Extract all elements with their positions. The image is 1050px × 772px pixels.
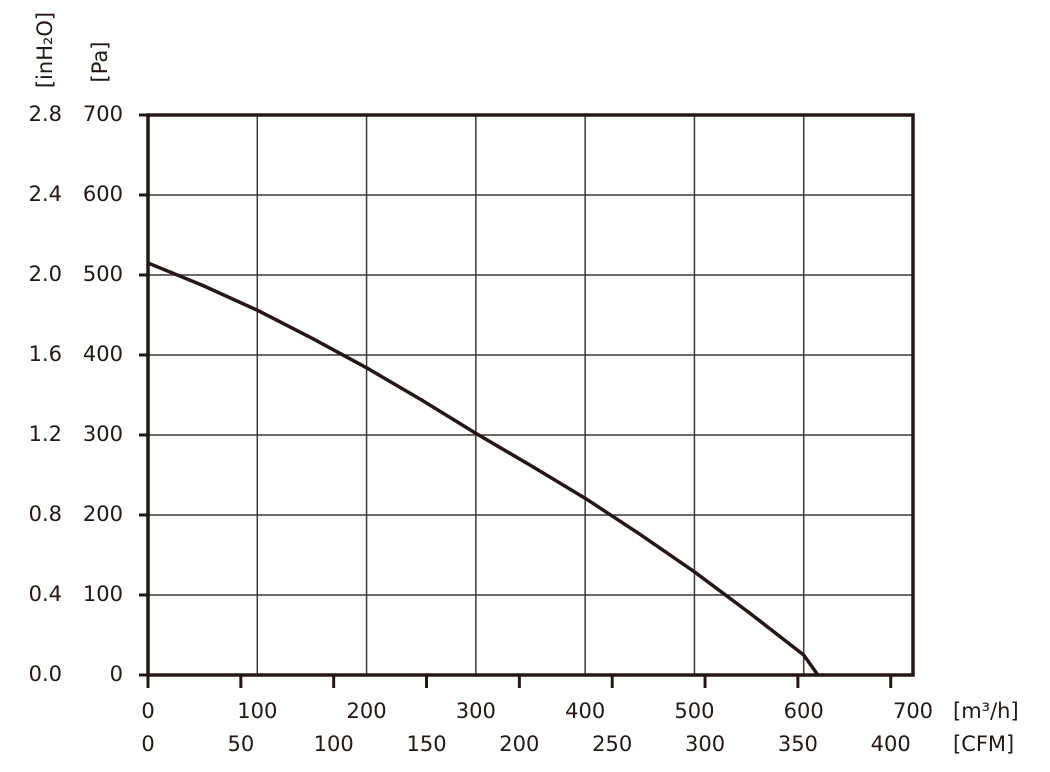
x-tick-label: 200 <box>347 699 387 723</box>
y-tick-label: 200 <box>83 502 123 526</box>
y2-tick-label: 2.0 <box>29 262 62 286</box>
y-tick-label: 0 <box>110 662 123 686</box>
y-axis-label: [Pa] <box>88 42 112 83</box>
x2-axis-label: [CFM] <box>953 732 1014 756</box>
y-tick-label: 100 <box>83 582 123 606</box>
x-tick-label: 300 <box>456 699 496 723</box>
x-tick-label: 700 <box>893 699 933 723</box>
x2-tick-label: 200 <box>499 732 539 756</box>
x2-tick-label: 50 <box>227 732 254 756</box>
y-tick-label: 300 <box>83 422 123 446</box>
x-tick-label: 100 <box>237 699 277 723</box>
y-tick-label: 700 <box>83 102 123 126</box>
x2-tick-label: 250 <box>592 732 632 756</box>
x2-tick-label: 300 <box>685 732 725 756</box>
plot-frame <box>146 113 915 677</box>
y-tick-label: 500 <box>83 262 123 286</box>
y-tick-label: 400 <box>83 342 123 366</box>
y2-tick-label: 1.2 <box>29 422 62 446</box>
x-tick-label: 600 <box>784 699 824 723</box>
x-axis-label: [m³/h] <box>953 699 1019 723</box>
x2-tick-label: 100 <box>314 732 354 756</box>
y2-tick-label: 0.8 <box>29 502 62 526</box>
x-tick-label: 500 <box>674 699 714 723</box>
y2-tick-label: 2.4 <box>29 182 62 206</box>
y2-tick-label: 2.8 <box>29 102 62 126</box>
x2-tick-label: 400 <box>871 732 911 756</box>
x2-tick-label: 0 <box>141 732 154 756</box>
x2-tick-label: 150 <box>406 732 446 756</box>
y2-tick-label: 0.4 <box>29 582 62 606</box>
y2-axis-label: [inH₂O] <box>33 12 57 88</box>
curve <box>147 261 820 677</box>
x2-tick-label: 350 <box>778 732 818 756</box>
y2-tick-label: 0.0 <box>29 662 62 686</box>
y-tick-label: 600 <box>83 182 123 206</box>
x-tick-label: 400 <box>565 699 605 723</box>
x-tick-label: 0 <box>141 699 154 723</box>
y2-tick-label: 1.6 <box>29 342 62 366</box>
